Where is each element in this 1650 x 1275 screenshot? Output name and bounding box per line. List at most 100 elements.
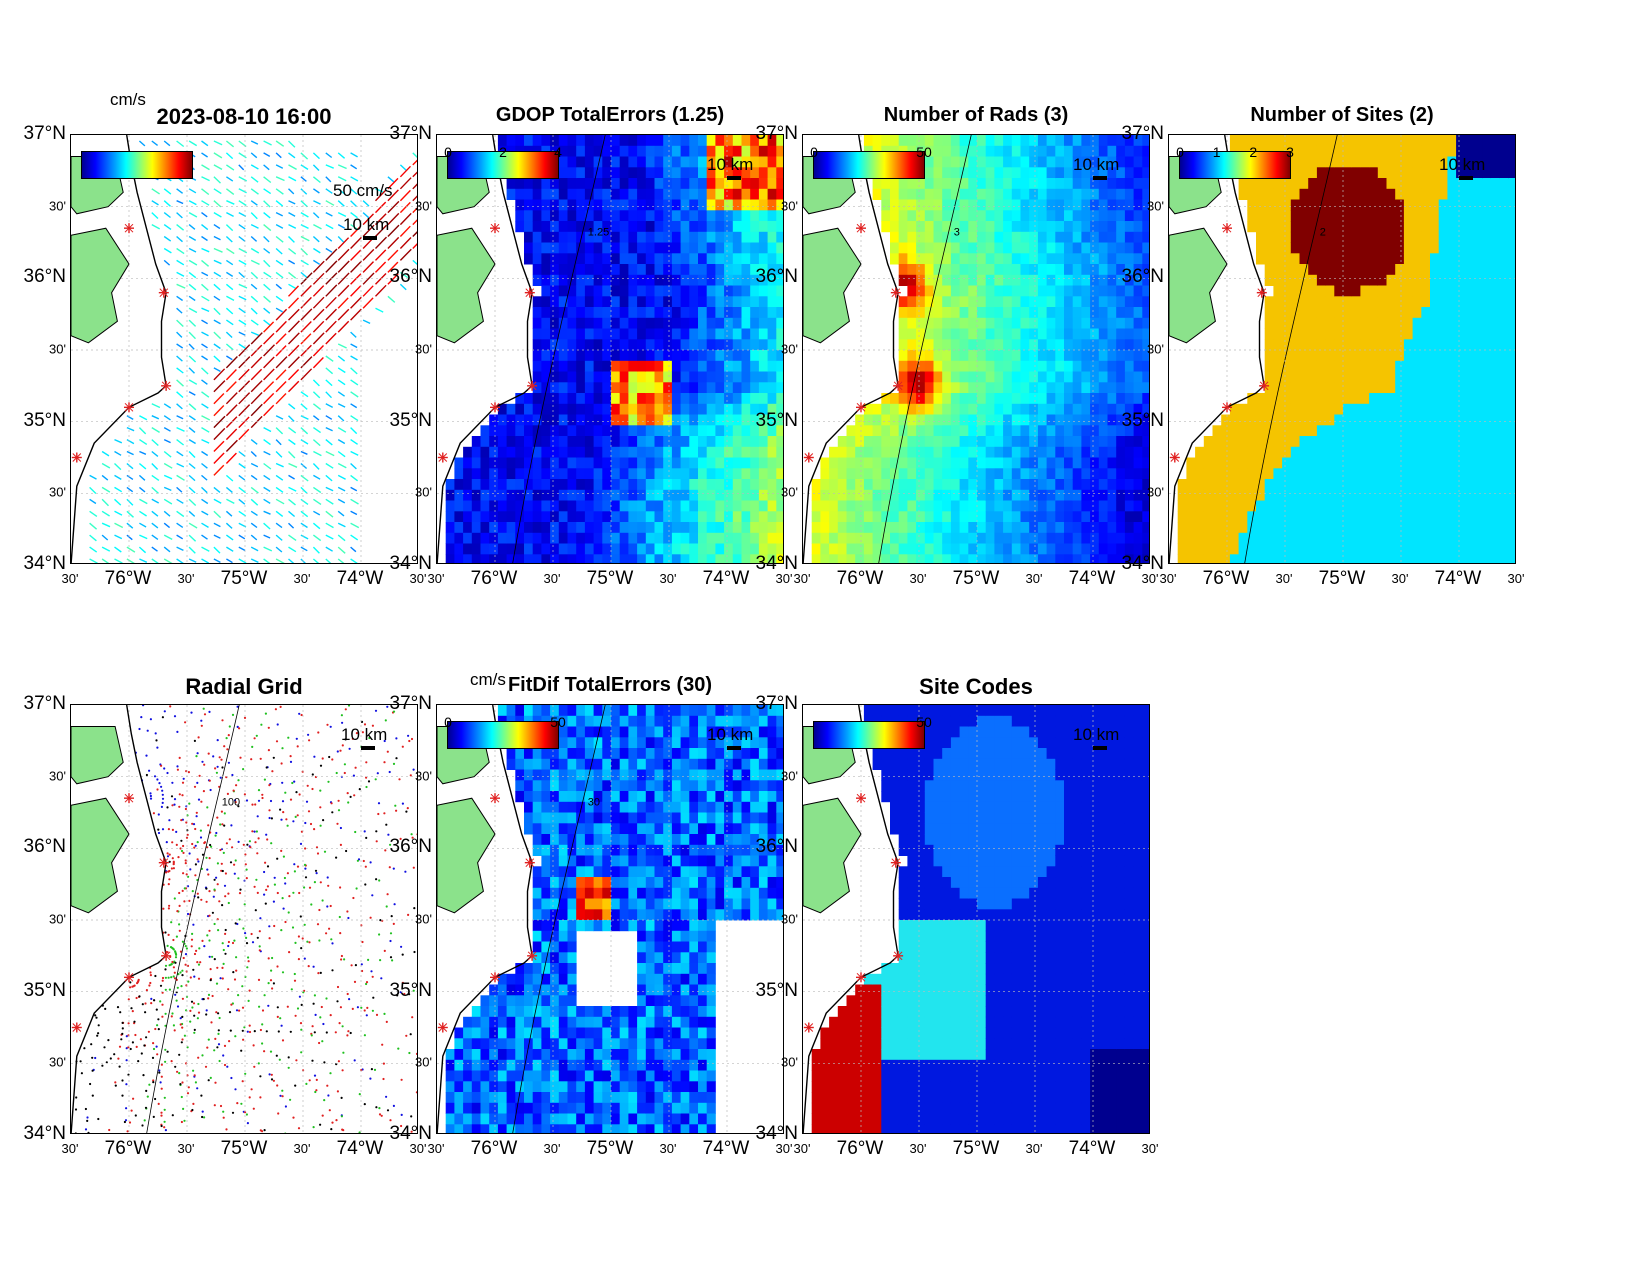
latitude-tick-label: 34°N [755, 553, 798, 574]
colorbar-tick-label: 4 [554, 144, 562, 160]
radar-station-marker [856, 972, 866, 983]
radar-station-marker [490, 793, 500, 804]
scale-bar-label: 10 km [341, 725, 388, 744]
latitude-tick-label: 30' [781, 1054, 798, 1070]
latitude-tick-label: 36°N [1121, 266, 1164, 288]
latitude-tick-label: 30' [781, 341, 798, 357]
colorbar: 50 [813, 714, 932, 749]
colorbar-tick-label: 50 [550, 714, 566, 730]
colorbar: 0 1 2 3 [1176, 144, 1294, 179]
radar-station-marker [856, 793, 866, 804]
latitude-tick-label: 34°N [755, 1123, 798, 1144]
scale-bar-line [727, 746, 741, 750]
radar-station-marker [524, 287, 535, 298]
land-area [803, 227, 862, 344]
map-area: 2 0 1 2 3 10 km [1168, 134, 1516, 564]
latitude-tick-label: 36°N [23, 266, 66, 288]
longitude-tick-label: 30' [409, 571, 427, 586]
longitude-tick-label: 30' [1275, 571, 1293, 586]
coastline [437, 135, 533, 563]
map-area: 1.25 0 2 4 10 km [436, 134, 784, 564]
radar-station-marker [1169, 452, 1180, 463]
longitude-tick-label: 30' [1025, 571, 1043, 586]
radial-grid-points [74, 705, 417, 1133]
map-area: 50 10 km [802, 704, 1150, 1134]
land-area [437, 227, 496, 344]
panel-title: Number of Sites (2) [1250, 104, 1434, 126]
land-area [71, 797, 130, 914]
contour-label: 1.25 [588, 226, 609, 238]
longitude-tick-label: 76°W [470, 568, 518, 589]
colorbar-tick-label: 0 [444, 714, 452, 730]
latitude-tick-label: 34°N [23, 553, 66, 574]
longitude-tick-label: 74°W [1068, 1138, 1116, 1159]
longitude-tick-label: 30' [909, 571, 927, 586]
latitude-tick-label: 37°N [755, 123, 798, 144]
longitude-tick-label: 30' [177, 571, 195, 586]
radar-station-marker [856, 402, 866, 413]
rads-panel: 3 0 50 10 km Number of Rads (3) 37°N 30' 36°N… [756, 104, 1159, 589]
latitude-tick-label: 30' [49, 484, 66, 500]
latitude-tick-label: 34°N [1121, 553, 1164, 574]
longitude-tick-label: 75°W [586, 1138, 634, 1159]
latitude-tick-label: 30' [781, 198, 798, 214]
radar-station-marker [803, 452, 814, 463]
longitude-tick-label: 75°W [952, 568, 1000, 589]
latitude-tick-label: 30' [781, 768, 798, 784]
latitude-tick-label: 37°N [23, 693, 66, 714]
latitude-tick-label: 37°N [1121, 123, 1164, 144]
coastline [71, 135, 167, 563]
contour-line [146, 705, 240, 1133]
radar-station-marker [437, 1022, 448, 1033]
scale-bar: 10 km [1073, 155, 1119, 180]
latitude-tick-label: 34°N [389, 553, 432, 574]
latitude-tick-label: 35°N [389, 979, 432, 1001]
colorbar: 0 2 4 [444, 144, 562, 179]
longitude-tick-label: 30' [1391, 571, 1409, 586]
longitude-tick-label: 75°W [586, 568, 634, 589]
radar-station-marker [71, 452, 82, 463]
latitude-tick-label: 37°N [389, 693, 432, 714]
longitude-tick-label: 30' [775, 1141, 793, 1156]
colorbar-tick-label: 0 [444, 144, 452, 160]
longitude-tick-label: 30' [543, 1141, 561, 1156]
latitude-tick-label: 30' [49, 768, 66, 784]
heatmap-cells [445, 705, 783, 1133]
longitude-tick-label: 74°W [702, 568, 750, 589]
longitude-tick-label: 76°W [836, 568, 884, 589]
scale-bar-label: 10 km [707, 725, 754, 744]
land-area [803, 797, 862, 914]
radar-station-marker [158, 857, 169, 868]
scale-bar-line [1459, 176, 1473, 180]
longitude-tick-label: 30' [793, 1141, 811, 1156]
latitude-tick-label: 37°N [23, 123, 66, 144]
scale-bar-label: 10 km [707, 155, 754, 174]
latitude-tick-label: 30' [781, 484, 798, 500]
longitude-tick-label: 75°W [220, 568, 268, 589]
colorbar [81, 151, 193, 179]
latitude-tick-label: 30' [1147, 341, 1164, 357]
map-area: 30 0 50 10 km [436, 704, 784, 1134]
latitude-tick-label: 34°N [23, 1123, 66, 1144]
scale-bar: 10 km [1439, 155, 1485, 180]
sites-panel: 2 0 1 2 3 10 km Number of Sites (2) 37°N 30' 36… [1122, 104, 1525, 589]
radar-station-marker [158, 287, 169, 298]
radar-station-marker [124, 223, 134, 234]
scale-bar-label: 10 km [1073, 725, 1120, 744]
panel-title: Radial Grid [185, 674, 303, 699]
radar-station-marker [890, 857, 901, 868]
land-area [71, 227, 130, 344]
radar-station-marker [490, 402, 500, 413]
latitude-tick-label: 37°N [755, 693, 798, 714]
latitude-tick-label: 30' [415, 768, 432, 784]
land-area [437, 797, 496, 914]
graticule [1169, 135, 1515, 563]
panel-title: Site Codes [919, 674, 1033, 699]
longitude-tick-label: 74°W [336, 1138, 384, 1159]
latitude-tick-label: 30' [49, 341, 66, 357]
map-area: 3 0 50 10 km [802, 134, 1150, 564]
longitude-tick-label: 76°W [470, 1138, 518, 1159]
longitude-tick-label: 75°W [952, 1138, 1000, 1159]
latitude-tick-label: 35°N [23, 979, 66, 1001]
radar-station-marker [527, 380, 538, 391]
